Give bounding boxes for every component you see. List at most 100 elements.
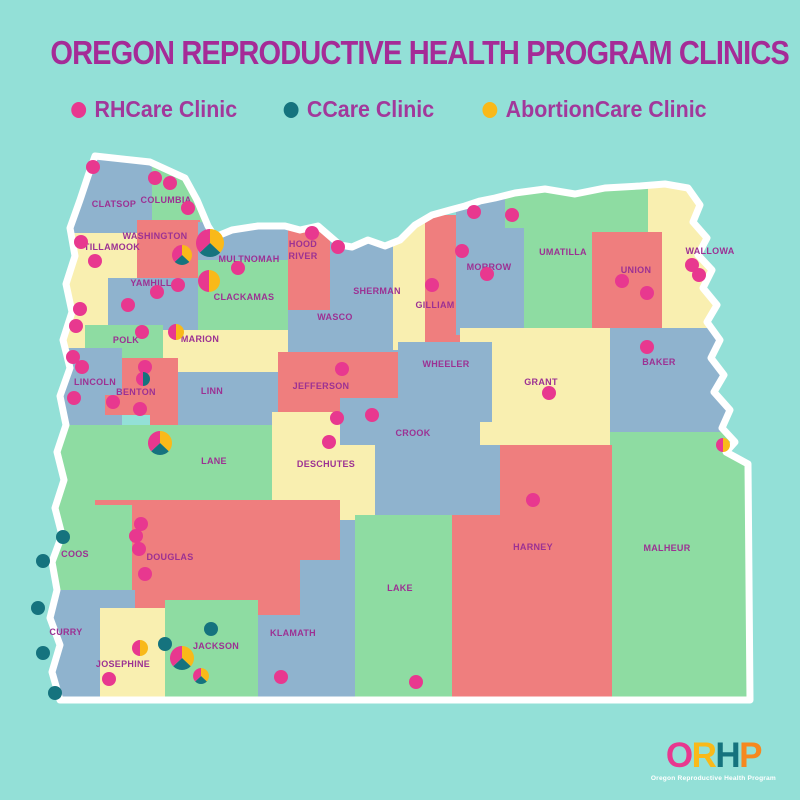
legend-item-ccare: CCare Clinic xyxy=(283,96,434,123)
county-label-malheur: MALHEUR xyxy=(643,543,690,553)
county-label-deschutes: DESCHUTES xyxy=(297,459,355,469)
ccare-clinic-dot xyxy=(31,601,45,615)
county-label-clackamas: CLACKAMAS xyxy=(214,292,275,302)
county-label-washington: WASHINGTON xyxy=(123,231,188,241)
county-label-baker: BAKER xyxy=(642,357,676,367)
county-label-wheeler: WHEELER xyxy=(422,359,469,369)
clinic-pie xyxy=(192,668,210,684)
ccare-clinic-dot xyxy=(158,637,172,651)
clinic-pie-slice-teal xyxy=(143,372,150,386)
rhcare-clinic-dot xyxy=(480,267,494,281)
county-label-union: UNION xyxy=(621,265,652,275)
rhcare-legend-dot-icon xyxy=(71,101,87,118)
clinic-pie-slice-gold xyxy=(210,229,224,253)
county-label-linn: LINN xyxy=(201,386,223,396)
rhcare-clinic-dot xyxy=(102,672,116,686)
rhcare-clinic-dot xyxy=(69,319,83,333)
ccare-clinic-dot xyxy=(48,686,62,700)
county-label-multnomah: MULTNOMAH xyxy=(218,254,279,264)
clinic-pie-slice-gold xyxy=(182,245,192,262)
rhcare-clinic-dot xyxy=(134,517,148,531)
clinic-pie-slice-gold xyxy=(723,438,730,452)
rhcare-clinic-dot xyxy=(231,261,245,275)
clinic-pie-slice-pink xyxy=(132,640,140,656)
legend-item-rhcare: RHCare Clinic xyxy=(71,96,238,123)
county-label-tillamook: TILLAMOOK xyxy=(84,242,140,252)
county-label-marion: MARION xyxy=(181,334,219,344)
rhcare-clinic-dot xyxy=(75,360,89,374)
ccare-clinic-dot xyxy=(36,646,50,660)
clinic-pie-slice-pink xyxy=(136,372,143,386)
county-label-gilliam: GILLIAM xyxy=(415,300,454,310)
legend-label-ccare: CCare Clinic xyxy=(306,96,434,122)
rhcare-clinic-dot xyxy=(615,274,629,288)
clinic-pie-slice-pink xyxy=(196,229,210,253)
rhcare-clinic-dot xyxy=(138,360,152,374)
county-label-polk: POLK xyxy=(113,335,139,345)
legend-item-abortioncare: AbortionCare Clinic xyxy=(482,96,706,123)
county-label-curry: CURRY xyxy=(49,627,82,637)
county-label-benton: BENTON xyxy=(116,387,156,397)
county-label-sherman: SHERMAN xyxy=(353,286,401,296)
clinic-pie xyxy=(172,245,192,265)
clinic-pie xyxy=(148,431,172,455)
rhcare-clinic-dot xyxy=(133,402,147,416)
county-jefferson xyxy=(278,352,398,412)
clinic-pie-slice-pink xyxy=(168,324,176,340)
rhcare-clinic-dot xyxy=(467,205,481,219)
ccare-legend-dot-icon xyxy=(283,101,299,118)
rhcare-clinic-dot xyxy=(640,340,654,354)
counties-layer xyxy=(50,156,750,700)
rhcare-clinic-dot xyxy=(74,235,88,249)
rhcare-clinic-dot xyxy=(135,325,149,339)
county-washington xyxy=(137,220,200,284)
county-baker xyxy=(610,328,750,432)
clinic-pie-slice-pink xyxy=(192,668,201,682)
logo-letter-P: P xyxy=(739,736,762,775)
rhcare-clinic-dot xyxy=(330,411,344,425)
rhcare-clinic-dot xyxy=(692,268,706,282)
county-label-jackson: JACKSON xyxy=(193,641,239,651)
clinic-pie-slice-pink xyxy=(716,438,723,452)
rhcare-clinic-dot xyxy=(505,208,519,222)
county-jackson xyxy=(165,600,258,700)
legend-label-abortioncare: AbortionCare Clinic xyxy=(505,96,707,122)
county-label-harney: HARNEY xyxy=(513,542,553,552)
clinic-pie-slice-pink xyxy=(198,270,209,292)
clinic-pie xyxy=(198,270,220,292)
clinic-pie-slice-gold xyxy=(160,431,172,452)
county-label-klamath: KLAMATH xyxy=(270,628,316,638)
clinic-pie-slice-gold xyxy=(140,640,148,656)
county-lake xyxy=(355,515,460,700)
rhcare-clinic-dot xyxy=(181,201,195,215)
county-label-lincoln: LINCOLN xyxy=(74,377,116,387)
clinic-pie-slice-gold xyxy=(176,324,184,340)
clinic-pie xyxy=(132,640,148,656)
county-label-yamhill: YAMHILL xyxy=(130,278,171,288)
orhp-logo: ORHP Oregon Reproductive Health Program xyxy=(651,738,776,783)
clinic-pies-layer xyxy=(132,229,730,684)
ccare-clinic-dot xyxy=(56,530,70,544)
clinic-pie-slice-gold xyxy=(182,646,194,667)
county-label-coos: COOS xyxy=(61,549,89,559)
county-label-lake: LAKE xyxy=(387,583,413,593)
county-label-lane: LANE xyxy=(201,456,227,466)
rhcare-clinic-dot xyxy=(425,278,439,292)
rhcare-clinic-dot xyxy=(121,298,135,312)
clinic-pie-slice-gold xyxy=(209,270,220,292)
rhcare-clinic-dot xyxy=(106,395,120,409)
ccare-clinic-dot xyxy=(204,622,218,636)
rhcare-clinic-dot xyxy=(129,529,143,543)
clinic-pie-slice-pink xyxy=(172,245,182,262)
county-label-hood_river: HOOD xyxy=(289,239,317,249)
rhcare-clinic-dot xyxy=(322,435,336,449)
clinic-pie xyxy=(136,372,150,386)
clinic-pie-slice-teal xyxy=(195,676,207,684)
rhcare-clinic-dot xyxy=(148,171,162,185)
rhcare-clinic-dot xyxy=(365,408,379,422)
county-morrow xyxy=(456,196,524,335)
county-malheur xyxy=(610,420,750,700)
